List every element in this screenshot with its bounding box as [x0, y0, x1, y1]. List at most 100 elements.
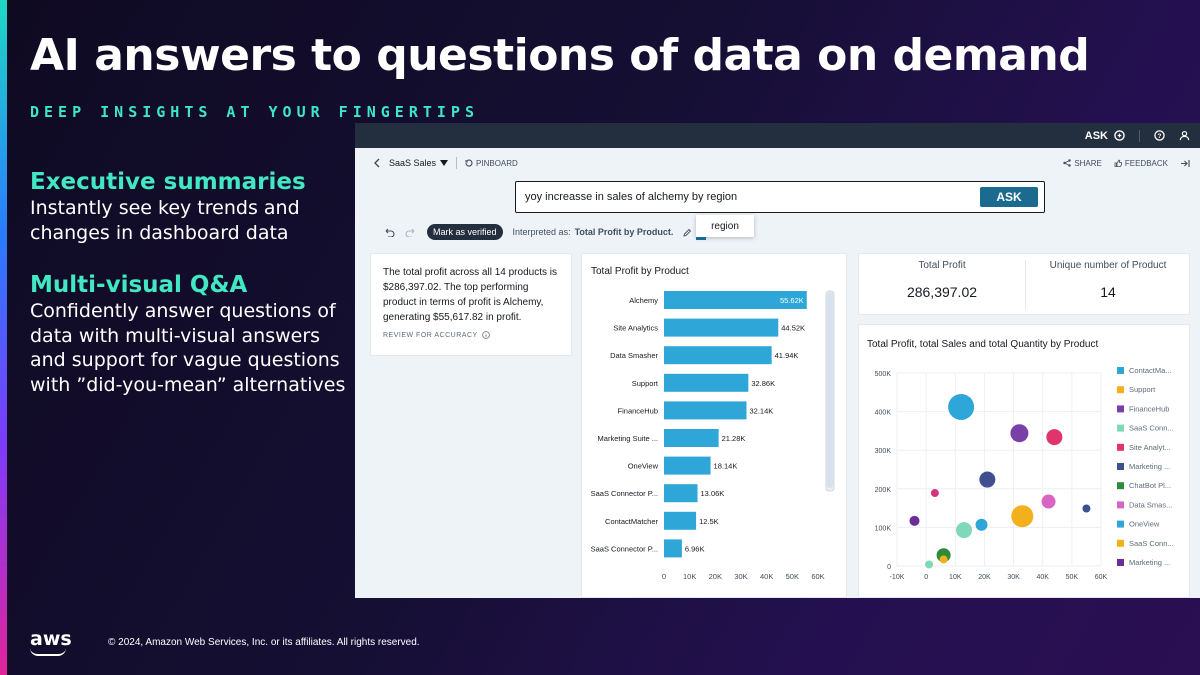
scatter-point — [956, 522, 973, 539]
analysis-name: SaaS Sales — [389, 158, 437, 168]
scatter-y-tick-label: 500K — [875, 371, 892, 378]
review-label: REVIEW FOR ACCURACY — [383, 331, 478, 339]
svg-text:?: ? — [1158, 133, 1162, 140]
bar-value-label: 32.14K — [749, 406, 773, 415]
legend-swatch — [1117, 539, 1124, 547]
legend-swatch — [1117, 559, 1124, 566]
scatter-chart-card: Total Profit, total Sales and total Quan… — [858, 324, 1190, 598]
pinboard-label: PINBOARD — [476, 158, 518, 168]
scatter-point — [909, 515, 920, 526]
scatter-y-tick-label: 300K — [875, 448, 892, 455]
bar-value-label: 55.62K — [780, 296, 804, 305]
bar-value-label: 6.96K — [685, 544, 705, 553]
interpreted-as-value: Total Profit by Product. — [574, 227, 674, 237]
user-icon[interactable] — [1179, 130, 1190, 141]
kpi-label: Total Profit — [918, 260, 966, 271]
scatter-point — [925, 560, 934, 569]
scatter-y-tick-label: 200K — [875, 487, 892, 494]
topbar-divider — [1139, 129, 1140, 142]
bar — [664, 484, 698, 503]
did-you-mean-suggestion[interactable]: region — [696, 215, 754, 237]
share-button[interactable]: SHARE — [1063, 159, 1102, 168]
exit-icon[interactable] — [1180, 159, 1190, 168]
ask-sparkle-icon — [1114, 130, 1125, 141]
bar-x-tick-label: 20K — [709, 572, 722, 581]
undo-icon[interactable] — [383, 228, 395, 237]
feedback-label: FEEDBACK — [1124, 158, 1168, 168]
bar-category-label: ContactMatcher — [605, 517, 658, 526]
bar-value-label: 21.28K — [722, 434, 746, 443]
slide-title: AI answers to questions of data on deman… — [30, 30, 1090, 81]
kpi-divider — [1025, 260, 1026, 310]
bar-value-label: 32.86K — [751, 379, 775, 388]
bar-value-label: 18.14K — [714, 462, 738, 471]
scatter-y-tick-label: 400K — [875, 410, 892, 417]
thumbs-up-icon — [1114, 159, 1122, 167]
quicksight-app-window: ASK ? SaaS Sales PINBOARD SHARE — [355, 123, 1200, 598]
bar-category-label: Data Smasher — [610, 351, 658, 360]
redo-icon[interactable] — [405, 228, 417, 237]
legend-label: FinanceHub — [1129, 404, 1169, 413]
summary-text: The total profit across all 14 products … — [383, 267, 557, 323]
caret-down-icon — [440, 160, 449, 166]
bar-chart-card: Total Profit by Product Alchemy 55.62K Sit… — [581, 253, 847, 598]
bar-x-tick-label: 50K — [786, 572, 799, 581]
bullet-list: Executive summaries Instantly see key tr… — [30, 168, 350, 423]
legend-label: SaaS Conn... — [1129, 424, 1174, 433]
bar — [664, 291, 807, 309]
bullet-body-executive-summaries: Instantly see key trends and changes in … — [30, 197, 300, 244]
bar-x-tick-label: 0 — [662, 572, 666, 581]
help-icon[interactable]: ? — [1154, 130, 1165, 141]
pinboard-button[interactable]: PINBOARD — [465, 159, 518, 168]
scatter-x-tick-label: 50K — [1066, 574, 1079, 581]
bullet-body-multi-visual-qa: Confidently answer questions of data wit… — [30, 300, 346, 396]
mark-as-verified-button[interactable]: Mark as verified — [427, 224, 503, 240]
analysis-select[interactable]: SaaS Sales — [389, 158, 449, 168]
scatter-point — [1046, 429, 1063, 446]
bar-value-label: 44.52K — [781, 324, 805, 333]
bar-category-label: OneView — [628, 462, 659, 471]
kpi-value: 14 — [1100, 284, 1116, 300]
edit-pencil-icon[interactable] — [683, 228, 692, 237]
info-icon — [481, 331, 490, 339]
legend-label: ContactMa... — [1129, 366, 1172, 375]
scatter-x-tick-label: 20K — [978, 574, 991, 581]
feedback-button[interactable]: FEEDBACK — [1114, 159, 1168, 168]
scatter-point — [1041, 494, 1056, 509]
bar-value-label: 12.5K — [699, 517, 719, 526]
legend-swatch — [1117, 367, 1124, 374]
scatter-point — [930, 489, 939, 498]
scatter-chart-title: Total Profit, total Sales and total Quan… — [867, 339, 1099, 350]
legend-label: ChatBot Pl... — [1129, 481, 1171, 490]
scatter-x-tick-label: 60K — [1095, 574, 1108, 581]
app-toolbar: SaaS Sales PINBOARD SHARE FEEDBACK — [355, 148, 1200, 178]
scatter-point — [979, 471, 996, 488]
executive-summary-card: The total profit across all 14 products … — [370, 253, 572, 356]
scatter-x-tick-label: -10K — [890, 574, 905, 581]
legend-label: Site Analyt... — [1129, 443, 1171, 452]
topbar-ask-button[interactable]: ASK — [1085, 130, 1125, 142]
review-for-accuracy-link[interactable]: REVIEW FOR ACCURACY — [371, 325, 571, 345]
scatter-point — [939, 555, 948, 564]
scatter-x-tick-label: 10K — [949, 574, 962, 581]
ask-submit-button[interactable]: ASK — [980, 187, 1038, 207]
legend-swatch — [1117, 501, 1124, 509]
scatter-point — [948, 393, 975, 420]
question-input[interactable]: yoy increasse in sales of alchemy by reg… — [515, 181, 1045, 213]
chevron-left-icon[interactable] — [373, 158, 381, 168]
bar-category-label: SaaS Connector P... — [591, 489, 658, 498]
kpi-label: Unique number of Product — [1049, 260, 1167, 271]
aws-logo: aws — [30, 628, 72, 650]
bar — [664, 318, 779, 337]
bar-x-tick-label: 30K — [734, 572, 747, 581]
legend-label: Data Smas... — [1129, 500, 1172, 509]
suggestion-indicator — [696, 237, 706, 240]
bar-x-tick-label: 10K — [683, 572, 696, 581]
scatter-point — [1082, 504, 1091, 513]
legend-swatch — [1117, 520, 1124, 528]
legend-swatch — [1117, 443, 1124, 451]
bar — [664, 346, 772, 365]
bar-x-tick-label: 40K — [760, 572, 773, 581]
bar — [664, 456, 711, 475]
bar-chart: Alchemy 55.62K Site Analytics 44.52K Data Sm… — [591, 290, 835, 581]
